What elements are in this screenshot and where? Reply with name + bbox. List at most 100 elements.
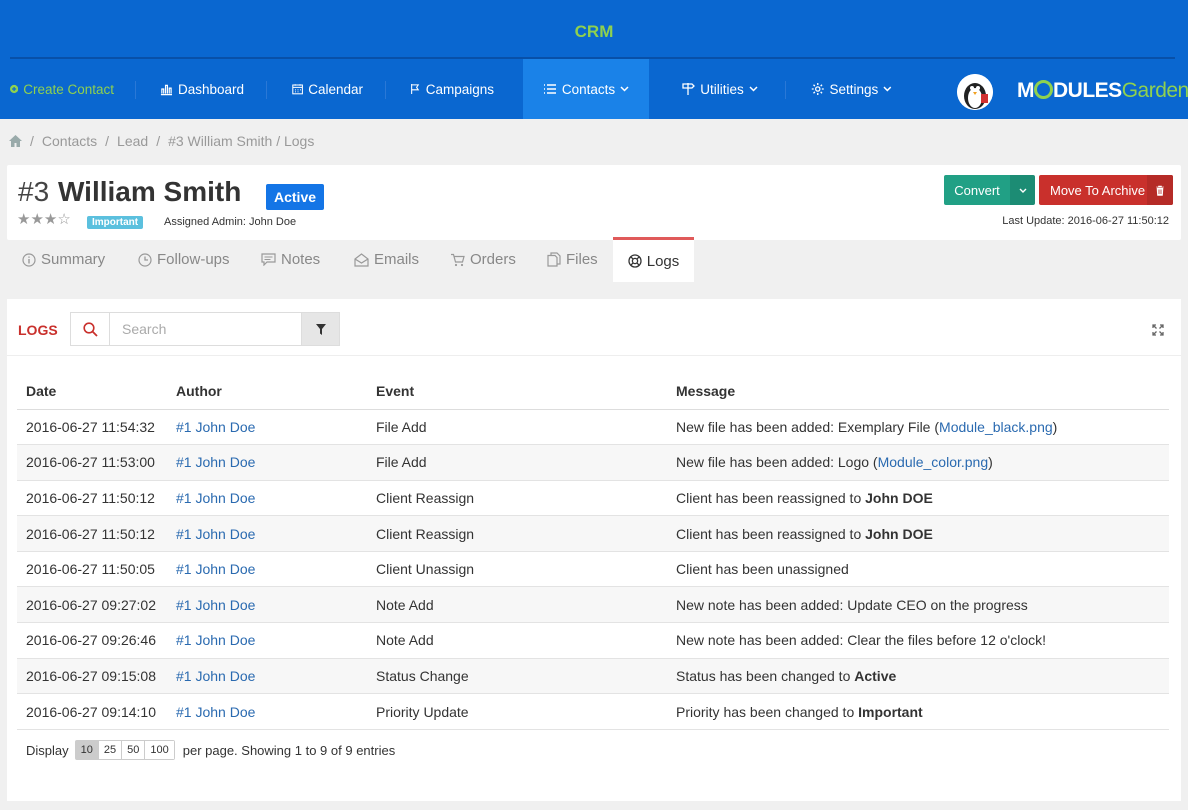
nav-label: Contacts [561, 81, 616, 97]
cell-date: 2016-06-27 09:14:10 [17, 693, 167, 730]
entries-info: per page. Showing 1 to 9 of 9 entries [182, 742, 396, 758]
author-link[interactable]: #1 John Doe [176, 525, 256, 542]
column-header-date[interactable]: Date [17, 374, 167, 410]
move-to-archive-button[interactable]: Move To Archive [1039, 175, 1173, 205]
archive-label: Move To Archive [1050, 182, 1146, 198]
page-size-option[interactable]: 100 [145, 741, 174, 759]
rating-stars[interactable]: ★★★☆ [17, 211, 71, 228]
cell-message: New file has been added: Exemplary File … [667, 409, 1169, 446]
tab-logs[interactable]: Logs [613, 237, 694, 282]
trash-icon [1147, 175, 1173, 205]
logs-table: Date Author Event Message 2016-06-27 11:… [17, 374, 1169, 730]
signpost-icon [682, 83, 696, 95]
cell-event: Note Add [367, 586, 667, 624]
breadcrumb-contacts[interactable]: Contacts [41, 133, 98, 149]
cell-author: #1 John Doe [167, 444, 367, 481]
convert-dropdown-button[interactable] [1010, 175, 1035, 205]
cell-author: #1 John Doe [167, 515, 367, 552]
contact-tabs: Summary Follow-ups Notes Emails Orders F… [7, 237, 1181, 282]
clock-icon [138, 252, 152, 267]
main-nav: Create Contact Dashboard Calendar Campai… [0, 59, 950, 119]
nav-label: Calendar [308, 81, 363, 97]
page-size-option[interactable]: 25 [98, 741, 123, 759]
cell-event: Note Add [367, 622, 667, 659]
nav-utilities[interactable]: Utilities [680, 59, 759, 119]
tab-orders[interactable]: Orders [450, 237, 516, 282]
gear-icon [811, 83, 824, 95]
nav-calendar[interactable]: Calendar [292, 59, 363, 119]
table-row: 2016-06-27 11:53:00 #1 John Doe File Add Ne… [17, 444, 1169, 481]
column-header-message[interactable]: Message [667, 374, 1169, 410]
author-link[interactable]: #1 John Doe [176, 489, 256, 506]
avatar[interactable] [957, 74, 993, 110]
breadcrumb: / Contacts / Lead / #3 William Smith / L… [9, 133, 314, 149]
cell-event: Status Change [367, 658, 667, 695]
cell-event: Client Reassign [367, 480, 667, 517]
nav-campaigns[interactable]: Campaigns [410, 59, 494, 119]
author-link[interactable]: #1 John Doe [176, 632, 256, 649]
cell-author: #1 John Doe [167, 409, 367, 446]
status-badge[interactable]: Active [266, 184, 325, 210]
cell-date: 2016-06-27 11:50:05 [17, 551, 167, 588]
cell-date: 2016-06-27 11:53:00 [17, 444, 167, 481]
cell-event: File Add [367, 409, 667, 446]
cell-author: #1 John Doe [167, 551, 367, 588]
breadcrumb-lead[interactable]: Lead [117, 133, 149, 149]
cell-message: New note has been added: Clear the files… [667, 622, 1169, 659]
tab-notes[interactable]: Notes [261, 237, 320, 282]
penguin-avatar-icon [957, 74, 993, 110]
flag-icon [411, 84, 420, 94]
file-link[interactable]: Module_color.png [877, 454, 989, 471]
convert-button[interactable]: Convert [944, 175, 1010, 205]
search-icon[interactable] [71, 313, 110, 345]
tab-follow-ups[interactable]: Follow-ups [138, 237, 230, 282]
chevron-down-icon [1019, 188, 1026, 193]
author-link[interactable]: #1 John Doe [176, 454, 256, 471]
tab-emails[interactable]: Emails [354, 237, 419, 282]
nav-create-contact[interactable]: Create Contact [10, 59, 114, 119]
top-bar: CRM Create Contact Dashboard Calendar Ca… [0, 0, 1188, 119]
priority-badge: Important [87, 216, 144, 229]
author-link[interactable]: #1 John Doe [176, 596, 256, 613]
expand-icon[interactable] [1152, 323, 1164, 339]
cell-date: 2016-06-27 11:50:12 [17, 515, 167, 552]
life-ring-icon [628, 254, 642, 268]
file-link[interactable]: Module_black.png [939, 418, 1053, 435]
table-footer: Display 10 25 50 100 per page. Showing 1… [26, 740, 395, 760]
column-header-author[interactable]: Author [167, 374, 367, 410]
filter-icon [315, 323, 326, 335]
contact-number: #3 [18, 176, 50, 207]
table-row: 2016-06-27 11:50:05 #1 John Doe Client Una… [17, 551, 1169, 588]
chevron-down-icon [749, 86, 758, 92]
plus-circle-icon [10, 84, 19, 94]
author-link[interactable]: #1 John Doe [176, 561, 256, 578]
breadcrumb-current: #3 William Smith / Logs [168, 133, 315, 149]
filter-button[interactable] [301, 313, 339, 345]
nav-label: Create Contact [23, 81, 114, 97]
nav-settings[interactable]: Settings [811, 59, 892, 119]
nav-dashboard[interactable]: Dashboard [160, 59, 244, 119]
brand-logo: M DULESGarden [1017, 79, 1188, 102]
column-header-event[interactable]: Event [367, 374, 667, 410]
cell-author: #1 John Doe [167, 658, 367, 695]
cell-message: Priority has been changed to Important [667, 693, 1169, 730]
cell-date: 2016-06-27 09:15:08 [17, 658, 167, 695]
cell-date: 2016-06-27 11:54:32 [17, 409, 167, 446]
author-link[interactable]: #1 John Doe [176, 703, 256, 720]
page-size-option[interactable]: 10 [75, 741, 99, 759]
search-input[interactable] [110, 313, 301, 345]
nav-contacts[interactable]: Contacts [523, 59, 649, 119]
author-link[interactable]: #1 John Doe [176, 667, 256, 684]
home-icon[interactable] [9, 135, 22, 147]
author-link[interactable]: #1 John Doe [176, 418, 256, 435]
cell-date: 2016-06-27 09:26:46 [17, 622, 167, 659]
page-size-option[interactable]: 50 [122, 741, 146, 759]
chevron-down-icon [620, 86, 629, 92]
cell-date: 2016-06-27 11:50:12 [17, 480, 167, 517]
tab-files[interactable]: Files [547, 237, 598, 282]
cell-message: Client has been reassigned to John DOE [667, 480, 1169, 517]
tab-summary[interactable]: Summary [22, 237, 105, 282]
nav-label: Dashboard [177, 81, 244, 97]
list-icon [543, 84, 556, 94]
table-row: 2016-06-27 11:50:12 #1 John Doe Client Rea… [17, 515, 1169, 552]
